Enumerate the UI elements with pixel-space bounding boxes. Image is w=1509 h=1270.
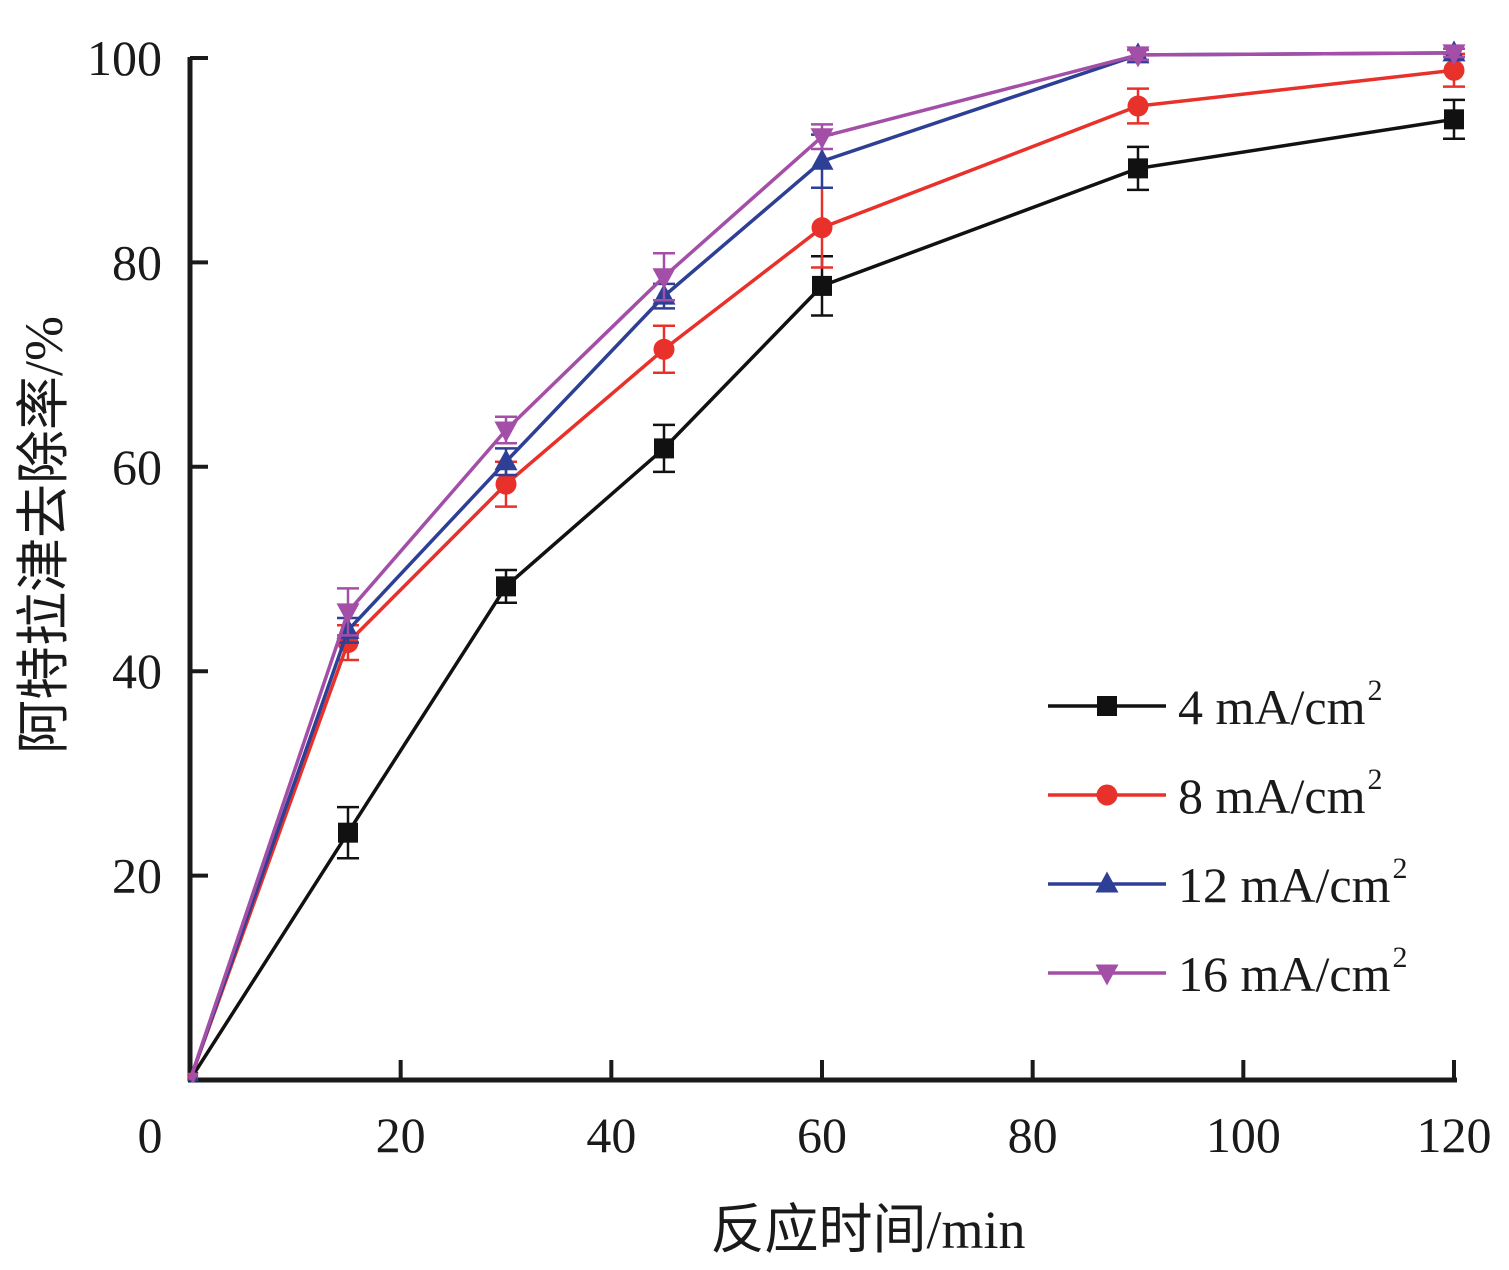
data-point: [338, 822, 358, 843]
data-point: [187, 1072, 199, 1084]
x-ticks: 20 40 60 80 100 120: [376, 1060, 1492, 1163]
legend-item: 4 mA/cm 2: [1048, 674, 1382, 735]
legend-marker: [1095, 871, 1119, 893]
y-axis-title: 阿特拉津去除率/%: [14, 316, 74, 754]
x-tick-label: 40: [586, 1107, 636, 1163]
x-origin-tick-label: 0: [138, 1107, 163, 1163]
series-1: [188, 98, 1465, 1082]
legend-label: 4 mA/cm: [1178, 679, 1366, 735]
data-point: [494, 449, 518, 471]
data-point: [336, 603, 360, 625]
data-point: [654, 438, 674, 459]
legend-marker: [1097, 696, 1117, 716]
legend-superscript: 2: [1392, 852, 1407, 885]
y-tick-label: 60: [112, 439, 162, 495]
x-axis-title: 反应时间/min: [710, 1200, 1025, 1260]
x-tick-label: 20: [376, 1107, 426, 1163]
data-point: [1442, 44, 1466, 66]
legend: 4 mA/cm 28 mA/cm 212 mA/cm 216 mA/cm 2: [1048, 674, 1407, 1002]
y-tick-label: 20: [112, 848, 162, 904]
data-point: [1128, 158, 1148, 179]
legend-label: 16 mA/cm: [1178, 946, 1391, 1002]
legend-superscript: 2: [1367, 763, 1382, 796]
legend-superscript: 2: [1367, 674, 1382, 707]
series-4: [187, 44, 1466, 1084]
x-tick-label: 60: [797, 1107, 847, 1163]
y-ticks: 20 40 60 80 100: [87, 30, 208, 904]
legend-item: 8 mA/cm 2: [1048, 763, 1382, 824]
series-layer: [187, 40, 1466, 1084]
data-point: [812, 275, 832, 296]
data-point: [810, 128, 834, 150]
data-point: [494, 421, 518, 443]
legend-label: 12 mA/cm: [1178, 857, 1391, 913]
y-tick-label: 80: [112, 234, 162, 290]
x-tick-label: 80: [1008, 1107, 1058, 1163]
y-tick-label: 100: [87, 30, 162, 86]
data-point: [810, 148, 834, 170]
legend-item: 16 mA/cm 2: [1048, 941, 1407, 1002]
data-point: [652, 268, 676, 290]
series-3: [187, 40, 1466, 1082]
data-point: [1127, 95, 1149, 117]
legend-marker: [1095, 964, 1119, 986]
x-tick-label: 120: [1417, 1107, 1492, 1163]
x-tick-label: 100: [1206, 1107, 1281, 1163]
series-2: [187, 52, 1465, 1083]
legend-item: 12 mA/cm 2: [1048, 852, 1407, 913]
y-tick-label: 40: [112, 643, 162, 699]
data-point: [653, 338, 675, 360]
data-point: [1443, 59, 1465, 81]
data-point: [811, 217, 833, 239]
data-point: [1444, 109, 1464, 130]
legend-superscript: 2: [1392, 941, 1407, 974]
data-point: [1126, 46, 1150, 68]
legend-marker: [1096, 784, 1118, 806]
legend-label: 8 mA/cm: [1178, 768, 1366, 824]
data-point: [496, 576, 516, 597]
data-point: [495, 473, 517, 495]
